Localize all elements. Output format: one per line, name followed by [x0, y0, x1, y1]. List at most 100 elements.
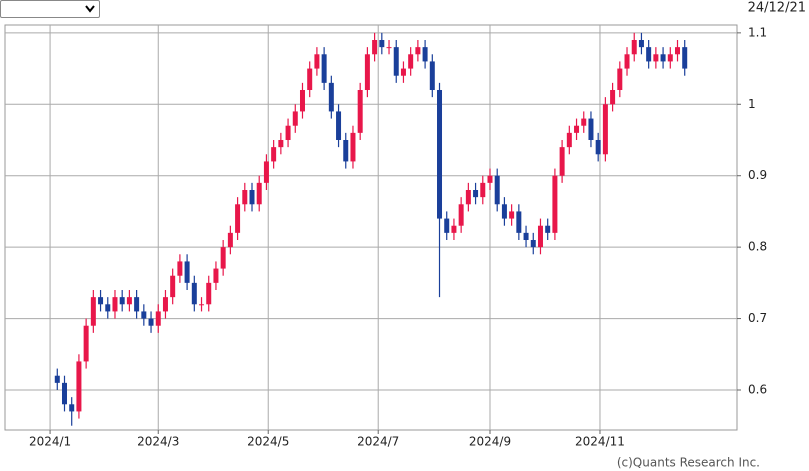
candle-body	[415, 47, 421, 55]
candle-body	[429, 61, 435, 90]
candle-body	[162, 297, 168, 312]
x-tick-label: 2024/11	[575, 435, 625, 449]
candle-body	[451, 225, 457, 233]
candle-body	[357, 90, 363, 133]
candle-body	[516, 211, 522, 233]
candle-body	[141, 311, 147, 319]
candle-body	[660, 54, 666, 62]
candle-body	[624, 54, 630, 69]
candle-body	[610, 90, 616, 105]
candle-body	[105, 304, 111, 312]
candle-body	[98, 297, 104, 305]
candle-body	[487, 175, 493, 183]
candle-body	[350, 132, 356, 162]
candle-body	[545, 225, 551, 233]
candle-body	[372, 40, 378, 55]
candle-body	[213, 268, 219, 283]
candle-body	[76, 361, 82, 412]
candle-body	[191, 282, 197, 305]
candle-body	[343, 140, 349, 162]
candle-body	[653, 54, 659, 62]
candle-body	[321, 54, 327, 83]
candle-body	[256, 182, 262, 205]
candle-body	[242, 190, 248, 205]
candle-body	[617, 68, 623, 90]
candle-body	[119, 297, 125, 305]
candle-body	[393, 47, 399, 76]
candle-body	[537, 225, 543, 248]
candle-body	[588, 118, 594, 140]
x-tick-label: 2024/9	[469, 435, 511, 449]
candle-body	[271, 147, 277, 162]
candle-body	[69, 404, 75, 412]
candle-body	[278, 140, 284, 148]
candle-body	[112, 297, 118, 312]
candle-body	[631, 40, 637, 55]
candle-body	[299, 90, 305, 112]
candle-body	[566, 132, 572, 148]
candle-body	[184, 261, 190, 283]
candle-body	[559, 147, 565, 176]
candle-body	[90, 297, 96, 326]
candle-body	[646, 47, 652, 62]
candle-body	[667, 54, 673, 62]
candle-body	[61, 382, 67, 405]
candle-body	[437, 90, 443, 219]
candle-body	[285, 125, 291, 140]
candle-body	[170, 275, 176, 298]
candle-body	[574, 125, 580, 133]
period-select[interactable]	[0, 0, 100, 18]
x-tick-label: 2024/1	[29, 435, 71, 449]
candle-body	[379, 40, 385, 48]
candle-body	[523, 232, 529, 240]
candle-body	[328, 82, 334, 112]
candle-body	[206, 282, 212, 305]
candle-body	[199, 304, 205, 306]
x-tick-label: 2024/5	[247, 435, 289, 449]
candle-body	[581, 118, 587, 126]
candle-body	[83, 325, 89, 362]
candle-body	[126, 297, 132, 305]
candle-body	[602, 104, 608, 155]
candle-body	[675, 47, 681, 55]
candle-body	[494, 175, 500, 205]
candle-body	[307, 68, 313, 90]
candle-body	[336, 111, 342, 140]
candle-body	[148, 318, 154, 326]
candle-body	[386, 47, 392, 49]
candle-body	[444, 218, 450, 233]
candle-body	[473, 190, 479, 198]
y-tick-label: 1	[748, 97, 756, 111]
candle-body	[638, 40, 644, 48]
candle-body	[134, 297, 140, 312]
candle-body	[227, 232, 233, 248]
candle-body	[595, 140, 601, 155]
candle-body	[501, 204, 507, 219]
candle-body	[552, 175, 558, 233]
x-tick-label: 2024/3	[137, 435, 179, 449]
candle-body	[465, 190, 471, 205]
candle-body	[220, 247, 226, 269]
candle-body	[480, 182, 486, 198]
plot-area	[4, 24, 738, 431]
candle-body	[364, 54, 370, 90]
y-tick-label: 0.7	[748, 311, 767, 325]
candle-body	[263, 161, 269, 183]
candle-body	[249, 190, 255, 205]
y-tick-label: 0.6	[748, 383, 767, 397]
y-tick-label: 0.9	[748, 168, 767, 182]
copyright: (c)Quants Research Inc.	[617, 456, 760, 470]
x-tick-label: 2024/7	[357, 435, 399, 449]
candle-body	[54, 375, 60, 383]
candle-body	[422, 47, 428, 62]
y-tick-label: 1.1	[748, 25, 767, 39]
candle-body	[509, 211, 515, 219]
candle-body	[408, 54, 414, 69]
candle-body	[155, 311, 161, 326]
date-label: 24/12/21	[748, 1, 806, 16]
y-tick-label: 0.8	[748, 240, 767, 254]
candle-body	[682, 47, 688, 69]
candle-body	[292, 111, 298, 126]
